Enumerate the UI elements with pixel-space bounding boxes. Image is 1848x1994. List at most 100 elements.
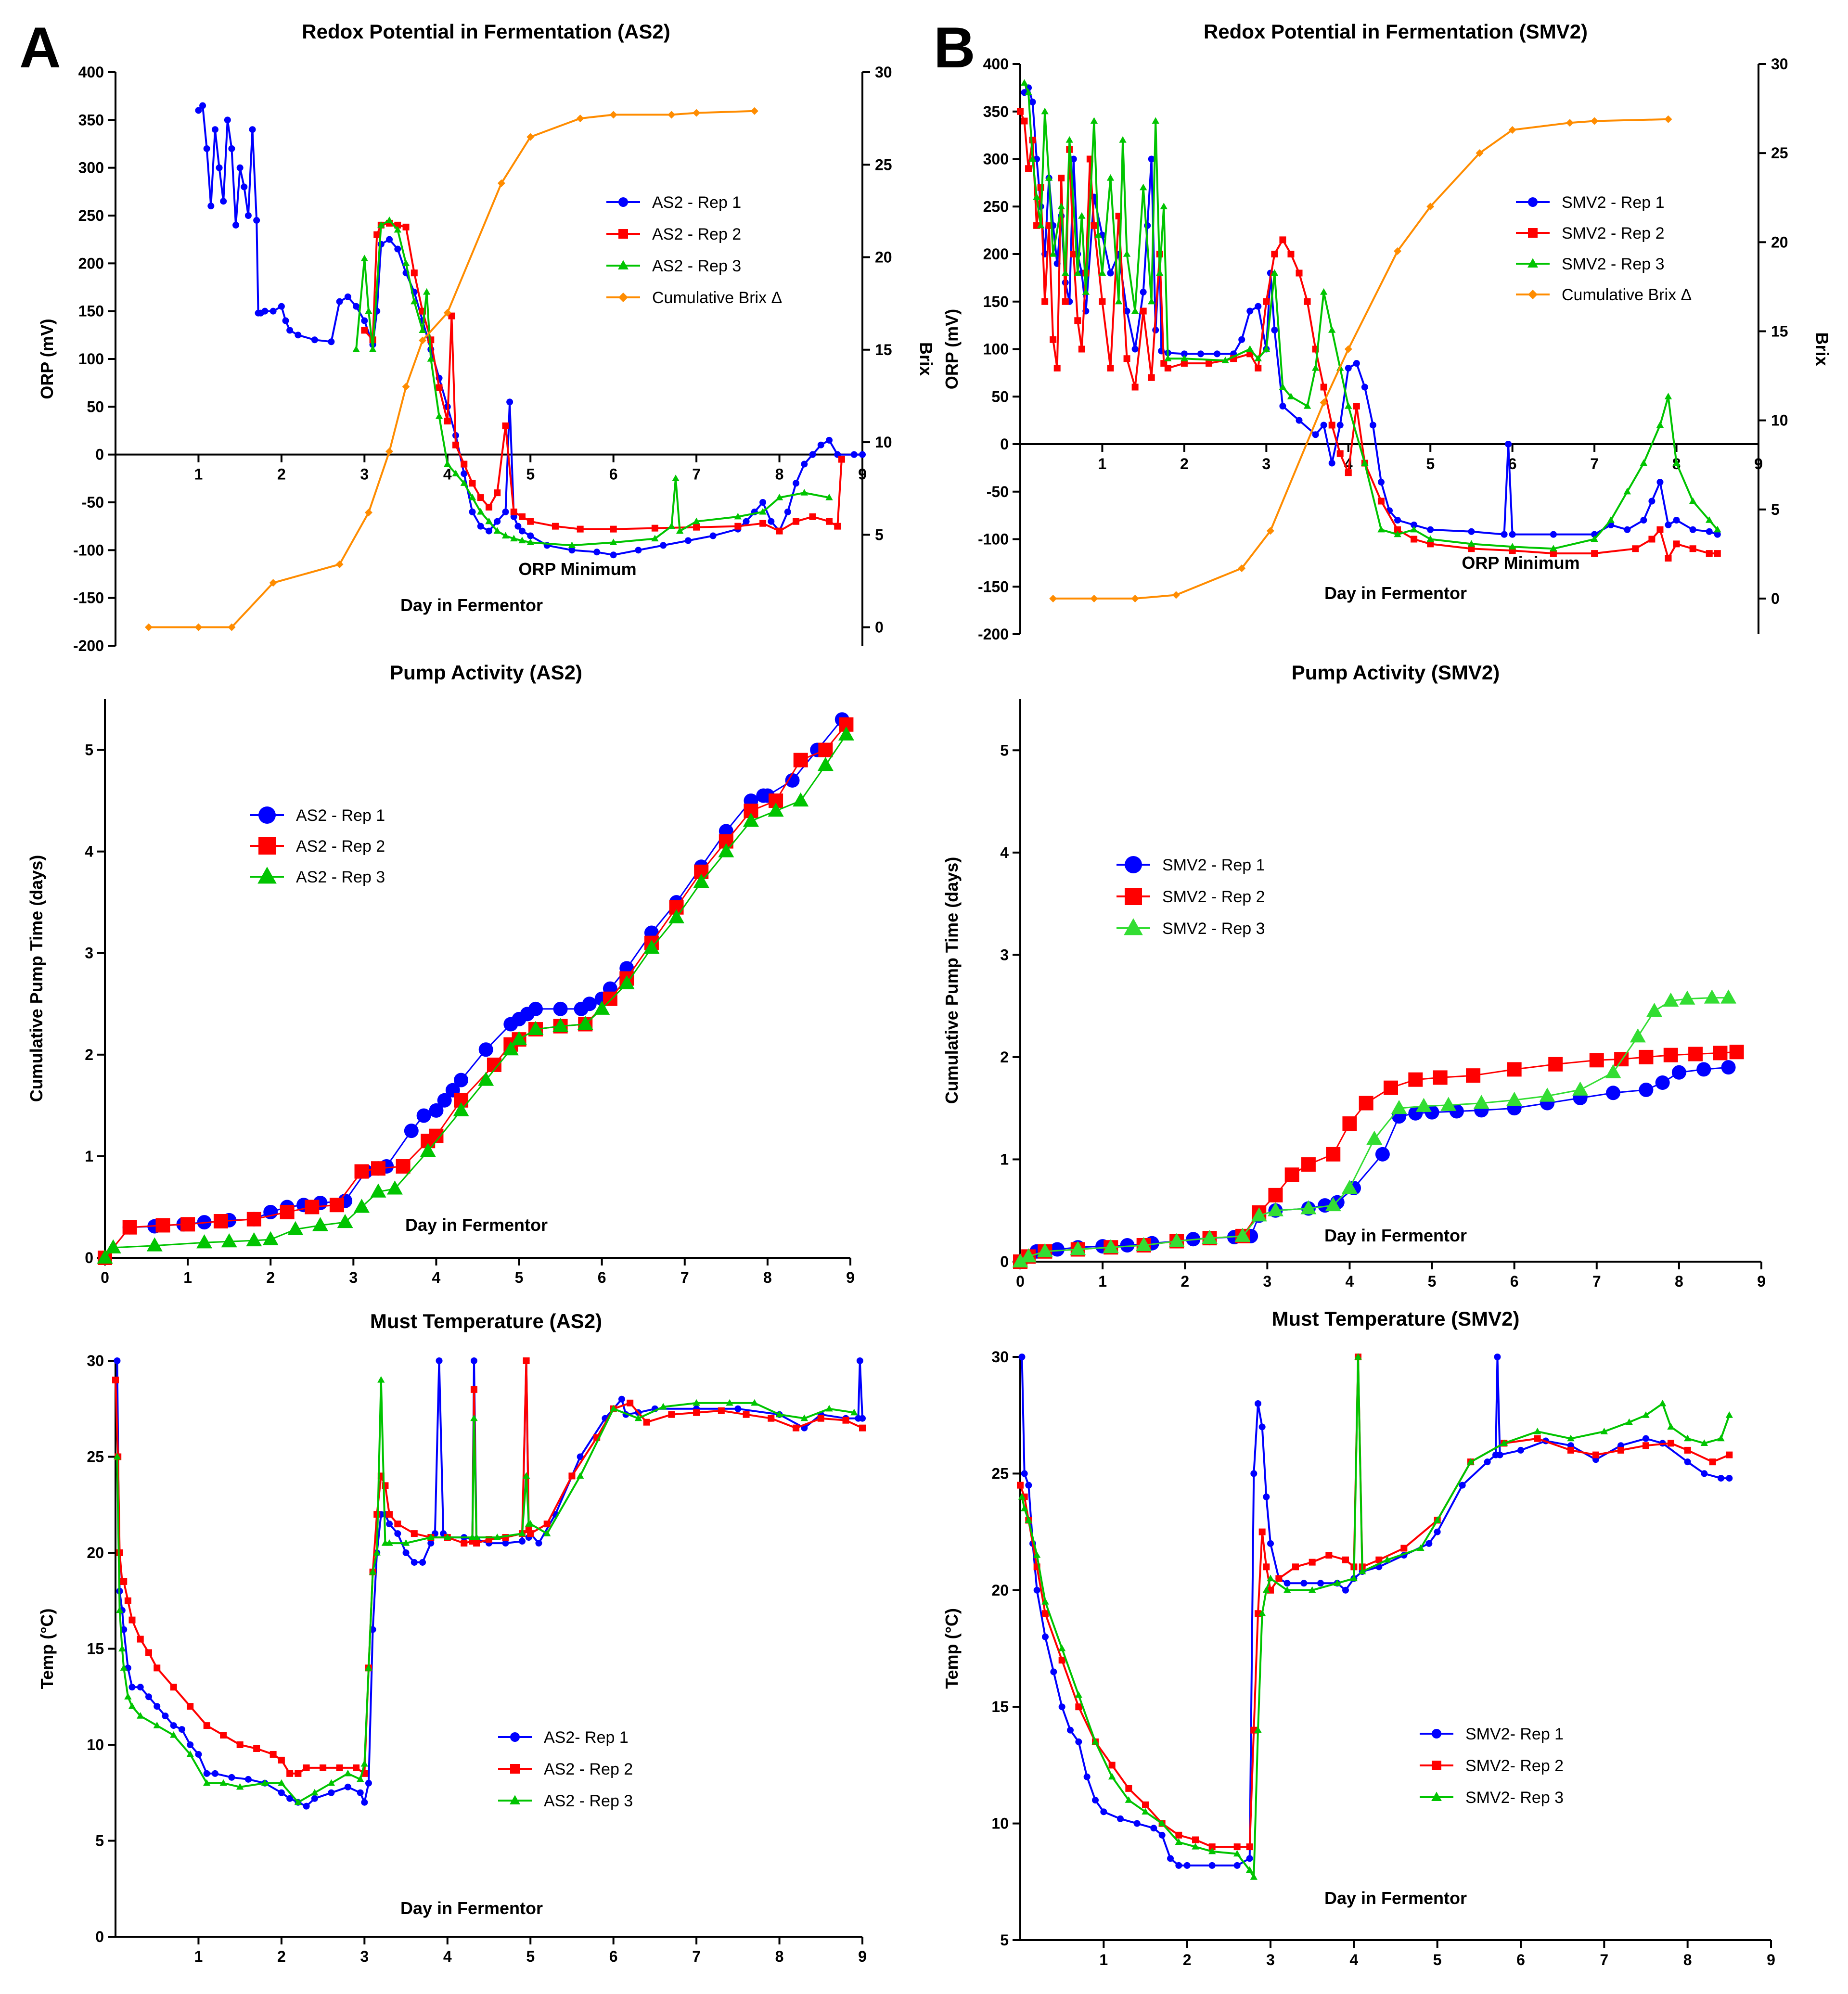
y-tick-label: 250 xyxy=(78,207,104,224)
data-point xyxy=(1683,1434,1692,1442)
data-point xyxy=(818,742,833,757)
data-point xyxy=(170,1684,177,1691)
data-point xyxy=(1484,1458,1491,1466)
data-point xyxy=(420,1143,436,1157)
data-point xyxy=(494,518,501,525)
data-point xyxy=(494,489,501,497)
data-point xyxy=(809,513,816,520)
x-tick-label: 1 xyxy=(1098,1273,1107,1290)
data-point xyxy=(1287,393,1295,399)
y-tick-label: 0 xyxy=(95,446,104,463)
y-axis-label: Cumulative Pump Time (days) xyxy=(942,857,962,1104)
data-point xyxy=(1148,297,1155,305)
legend-label: SMV2 - Rep 1 xyxy=(1562,193,1665,212)
x-tick-label: 8 xyxy=(763,1269,772,1286)
data-point xyxy=(1311,364,1320,371)
data-point xyxy=(1049,594,1057,602)
data-point xyxy=(1663,1048,1678,1062)
y-tick-label: 5 xyxy=(95,1832,104,1850)
y2-tick-label: 0 xyxy=(1771,590,1780,607)
data-point xyxy=(1131,383,1139,391)
data-point xyxy=(402,259,410,266)
chart-pump_smv2: Pump Activity (SMV2) 0 1 2 3 4 5 Cumulative Pum… xyxy=(942,661,1766,1290)
x-axis-label: Day in Fermentor xyxy=(405,1215,548,1235)
data-point xyxy=(1158,1819,1166,1827)
data-point xyxy=(1175,1862,1182,1869)
legend: AS2- Rep 1 AS2 - Rep 2 AS2 - Rep 3 xyxy=(498,1728,633,1810)
data-point xyxy=(1667,1423,1675,1430)
data-point xyxy=(203,145,210,152)
data-point xyxy=(1664,115,1672,123)
x-axis-label: Day in Fermentor xyxy=(400,595,543,615)
series-line xyxy=(104,734,847,1258)
legend-label: SMV2- Rep 2 xyxy=(1465,1757,1564,1775)
data-point xyxy=(1283,1580,1291,1587)
data-point xyxy=(1468,528,1475,535)
data-point xyxy=(295,332,302,339)
data-point xyxy=(1238,336,1245,343)
data-point xyxy=(667,111,676,119)
data-point xyxy=(336,1764,343,1771)
data-point xyxy=(1361,459,1369,466)
data-point xyxy=(295,1770,302,1777)
data-point xyxy=(1605,1064,1621,1078)
x-axis-label: Day in Fermentor xyxy=(1324,1888,1467,1908)
data-point xyxy=(1342,1556,1349,1563)
series-smv2-rep-3 xyxy=(1018,1353,1733,1880)
data-point xyxy=(280,1205,295,1220)
data-point xyxy=(518,527,526,535)
data-point xyxy=(1271,251,1278,257)
data-point xyxy=(1696,1062,1711,1077)
x-tick-label: 3 xyxy=(1263,1273,1271,1290)
data-point xyxy=(364,509,372,517)
annotation-orp-minimum: ORP Minimum xyxy=(1462,553,1579,573)
x-tick-label: 4 xyxy=(1349,1951,1358,1968)
data-point xyxy=(793,518,800,525)
data-point xyxy=(635,547,642,554)
series-line xyxy=(1021,1356,1730,1866)
data-point xyxy=(1233,1862,1241,1869)
data-point xyxy=(1384,1080,1398,1095)
data-point xyxy=(1108,1762,1116,1769)
data-point xyxy=(1090,117,1098,124)
data-point xyxy=(1148,374,1155,381)
data-point xyxy=(1325,1197,1341,1212)
data-point xyxy=(768,518,775,525)
data-point xyxy=(1625,1418,1633,1425)
data-point xyxy=(404,1124,419,1138)
data-point xyxy=(394,1521,401,1528)
data-point xyxy=(216,164,223,171)
data-point xyxy=(1131,594,1139,602)
data-point xyxy=(1312,431,1319,438)
y2-axis-label: Brix xyxy=(1812,332,1832,366)
data-point xyxy=(518,537,526,544)
y-axis-label: ORP (mV) xyxy=(942,309,962,389)
legend-label: AS2 - Rep 3 xyxy=(544,1792,633,1810)
series-line xyxy=(115,1360,863,1775)
data-point xyxy=(120,1626,128,1633)
data-point xyxy=(577,1453,584,1460)
legend-label: Cumulative Brix Δ xyxy=(1562,286,1692,304)
data-point xyxy=(859,1424,866,1432)
y2-tick-label: 10 xyxy=(875,434,892,451)
data-point xyxy=(344,293,351,300)
data-point xyxy=(1058,175,1065,181)
legend-label: Cumulative Brix Δ xyxy=(652,289,782,307)
data-point xyxy=(187,1741,194,1748)
data-point xyxy=(793,480,800,487)
legend-label: AS2 - Rep 2 xyxy=(544,1760,633,1778)
data-point xyxy=(1262,345,1270,352)
data-point xyxy=(1100,1808,1107,1815)
data-point xyxy=(759,520,767,527)
data-point xyxy=(838,726,854,741)
data-point xyxy=(1167,1855,1174,1862)
data-point xyxy=(511,1031,527,1046)
data-point xyxy=(236,164,244,171)
data-point xyxy=(1037,221,1045,229)
data-point xyxy=(354,1199,370,1213)
data-point xyxy=(1246,1855,1253,1862)
data-point xyxy=(1533,1428,1541,1434)
data-point xyxy=(1067,1726,1074,1734)
data-point xyxy=(1434,1528,1441,1535)
